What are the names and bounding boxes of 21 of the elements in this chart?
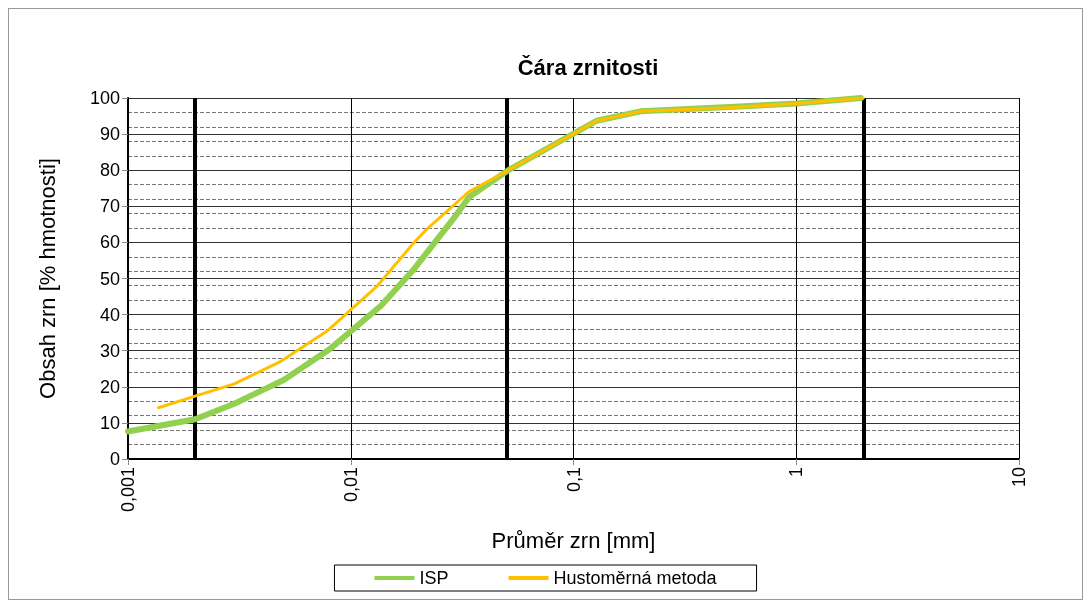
chart-title: Čára zrnitosti xyxy=(517,54,659,80)
y-tick-label: 40 xyxy=(99,304,120,325)
x-axis-title: Průměr zrn [mm] xyxy=(491,527,656,553)
y-tick-label: 60 xyxy=(99,232,120,253)
legend-label: Hustoměrná metoda xyxy=(553,568,718,588)
y-tick-label: 20 xyxy=(99,376,120,397)
y-tick-label: 70 xyxy=(99,196,120,217)
x-tick-label: 0,01 xyxy=(340,467,361,503)
y-axis-title: Obsah zrn [% hmotnosti] xyxy=(34,158,60,399)
y-tick-label: 50 xyxy=(99,268,120,289)
y-tick-label: 0 xyxy=(109,449,120,469)
x-tick-label: 1 xyxy=(786,467,807,478)
legend-label: ISP xyxy=(419,568,449,588)
x-tick-label: 10 xyxy=(1009,467,1029,488)
y-tick-label: 10 xyxy=(99,412,120,433)
x-tick-label: 0,1 xyxy=(563,467,584,493)
x-tick-label: 0,001 xyxy=(118,467,138,513)
y-tick-label: 30 xyxy=(99,340,120,361)
y-tick-label: 80 xyxy=(99,160,120,181)
y-tick-label: 100 xyxy=(89,88,120,108)
y-tick-label: 90 xyxy=(99,124,120,145)
